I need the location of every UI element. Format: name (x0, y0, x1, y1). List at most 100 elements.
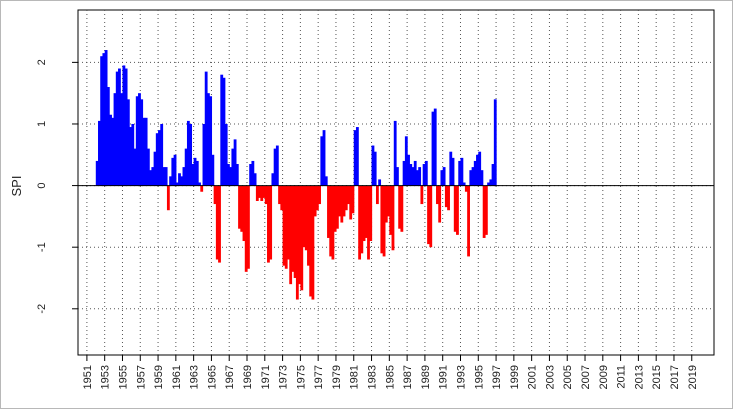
bar (193, 157, 197, 186)
bar (355, 127, 359, 186)
bar (178, 173, 181, 186)
bar (333, 185, 337, 232)
bar (140, 99, 144, 186)
bar (180, 176, 184, 186)
x-tick-label: 2015 (651, 365, 663, 389)
bar (476, 154, 479, 186)
bar (129, 127, 132, 186)
bar (282, 185, 286, 266)
bar (407, 154, 410, 186)
bar (493, 99, 497, 186)
bar (253, 173, 257, 186)
y-tick-label: -1 (36, 242, 48, 252)
bar (224, 123, 228, 186)
plot-area-border (77, 9, 715, 356)
bar (411, 167, 415, 186)
bar (402, 160, 406, 186)
x-tick-label: 1953 (100, 365, 112, 389)
bar (400, 185, 404, 232)
bar (353, 130, 357, 186)
bar (373, 151, 377, 186)
x-tick-label: 2001 (527, 365, 539, 389)
bar (289, 185, 293, 285)
bar (438, 185, 442, 223)
bar (249, 164, 253, 186)
x-tick-label: 1951 (82, 365, 94, 389)
bar (482, 185, 486, 238)
bar (242, 185, 246, 242)
x-tick-label: 1999 (509, 365, 521, 389)
bar (364, 185, 368, 238)
bar (436, 185, 439, 205)
bar (126, 99, 130, 186)
bar (198, 182, 201, 186)
bar (324, 176, 328, 186)
y-tick-label: 0 (36, 183, 48, 189)
bar (160, 123, 164, 186)
bar (191, 164, 195, 186)
bar (460, 157, 464, 186)
bar (118, 68, 121, 186)
bar (335, 185, 339, 229)
bar (302, 185, 306, 248)
bar (340, 185, 344, 223)
bar (473, 160, 477, 186)
x-tick-label: 1963 (189, 365, 201, 389)
x-tick-label: 1969 (242, 365, 254, 389)
bar-series (95, 50, 497, 300)
y-tick-label: 2 (36, 59, 48, 65)
bar (431, 111, 435, 186)
bar (291, 185, 295, 272)
bar (175, 182, 179, 186)
bar (293, 185, 297, 278)
bar (100, 56, 104, 186)
bar (453, 185, 457, 232)
bar (138, 93, 141, 186)
bar (391, 185, 395, 251)
x-tick-label: 1971 (260, 365, 272, 389)
bar (424, 160, 428, 186)
x-tick-label: 2007 (580, 365, 592, 389)
bar (309, 185, 313, 297)
bar (226, 164, 230, 186)
bar (195, 160, 199, 186)
bar (182, 167, 186, 186)
bar (369, 185, 373, 242)
bar (480, 170, 484, 186)
bar (347, 185, 350, 205)
bar (367, 185, 370, 260)
bar (433, 108, 437, 186)
bar (442, 167, 446, 186)
x-tick-label: 1955 (117, 365, 129, 389)
bar (287, 185, 290, 260)
x-tick-label: 1973 (278, 365, 290, 389)
bar (427, 185, 430, 245)
bar (233, 139, 237, 186)
bar (106, 87, 110, 186)
bar (135, 96, 139, 186)
x-tick-label: 1961 (171, 365, 183, 389)
bar (322, 130, 326, 186)
x-tick-label: 1967 (224, 365, 236, 389)
bar (378, 179, 382, 186)
bar (102, 53, 106, 186)
bar (307, 185, 310, 266)
bar (144, 117, 148, 186)
bar (320, 136, 324, 186)
bar (104, 50, 108, 186)
bar (271, 173, 275, 186)
bar (331, 185, 335, 260)
bar (153, 151, 157, 186)
bar (260, 185, 264, 201)
bar (131, 123, 135, 186)
bar (189, 123, 193, 186)
bar (162, 167, 166, 186)
bar (229, 167, 233, 186)
bar (342, 185, 346, 217)
bar (329, 185, 333, 257)
bar (300, 185, 304, 291)
x-tick-label: 1995 (473, 365, 485, 389)
bar (298, 185, 301, 285)
bar (489, 179, 493, 186)
